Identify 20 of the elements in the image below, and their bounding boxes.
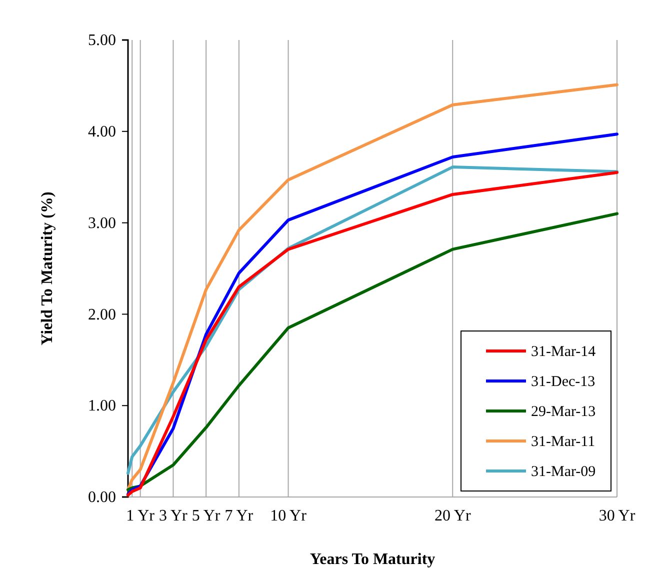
y-tick-label: 3.00 [88,214,116,232]
x-axis-title: Years To Maturity [310,551,436,568]
y-tick-label: 5.00 [88,32,116,50]
x-tick-label: 5 Yr [192,507,221,524]
y-tick-label: 2.00 [88,306,116,324]
x-tick-label: 10 Yr [270,507,308,524]
legend-label: 31-Mar-11 [531,434,596,450]
legend-label: 31-Mar-09 [531,464,596,480]
legend-label: 31-Mar-14 [531,344,596,360]
y-tick-label: 1.00 [88,398,116,415]
legend-label: 29-Mar-13 [531,404,596,420]
x-tick-label: 1 Yr [126,507,156,524]
y-tick-label: 4.00 [88,124,116,141]
x-tick-label: 7 Yr [224,507,254,524]
y-tick-label: 0.00 [88,489,116,506]
x-tick-label: 30 Yr [598,507,636,524]
x-tick-label: 20 Yr [434,507,472,524]
x-tick-label: 3 Yr [159,507,188,524]
legend-label: 31-Dec-13 [531,374,596,390]
y-axis-title: Yield To Maturity (%) [39,192,56,346]
